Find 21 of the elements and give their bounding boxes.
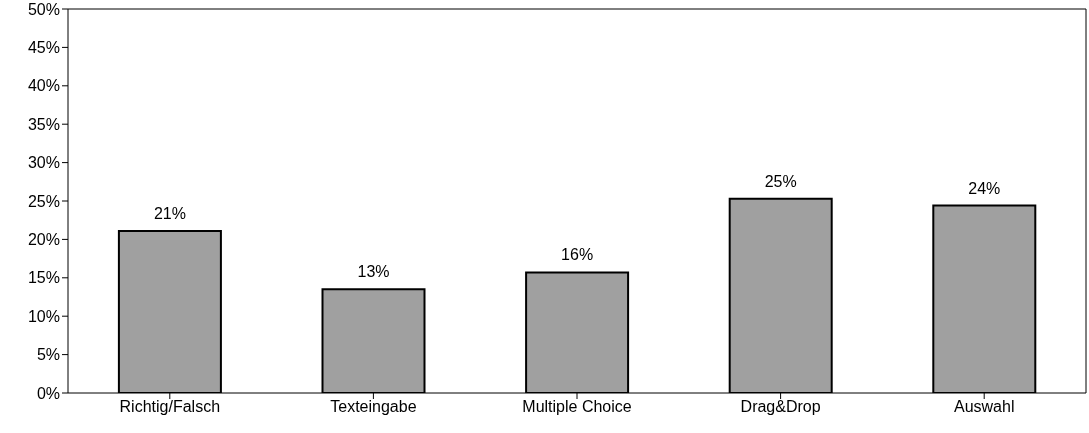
y-tick-label: 30% [27, 154, 60, 172]
y-tick-label: 25% [27, 192, 60, 210]
x-tick-label: Texteingabe [330, 398, 417, 416]
y-tick-label: 5% [36, 346, 60, 364]
y-tick-label: 40% [27, 77, 60, 95]
x-tick-label: Richtig/Falsch [119, 398, 221, 416]
y-tick-label: 0% [36, 384, 60, 402]
data-label: 25% [764, 172, 797, 190]
x-tick-label: Drag&Drop [740, 398, 821, 416]
data-label: 13% [357, 263, 390, 281]
x-tick-label: Auswahl [953, 398, 1015, 416]
data-label: 16% [561, 246, 594, 264]
y-tick-label: 15% [27, 269, 60, 287]
y-tick-label: 20% [27, 231, 60, 249]
data-label: 24% [968, 179, 1001, 197]
y-tick-label: 45% [27, 39, 60, 57]
x-tick-label: Multiple Choice [522, 398, 632, 416]
y-tick-label: 50% [27, 0, 60, 18]
y-tick-label: 10% [27, 307, 60, 325]
data-label: 21% [153, 204, 186, 222]
y-tick-label: 35% [27, 115, 60, 133]
